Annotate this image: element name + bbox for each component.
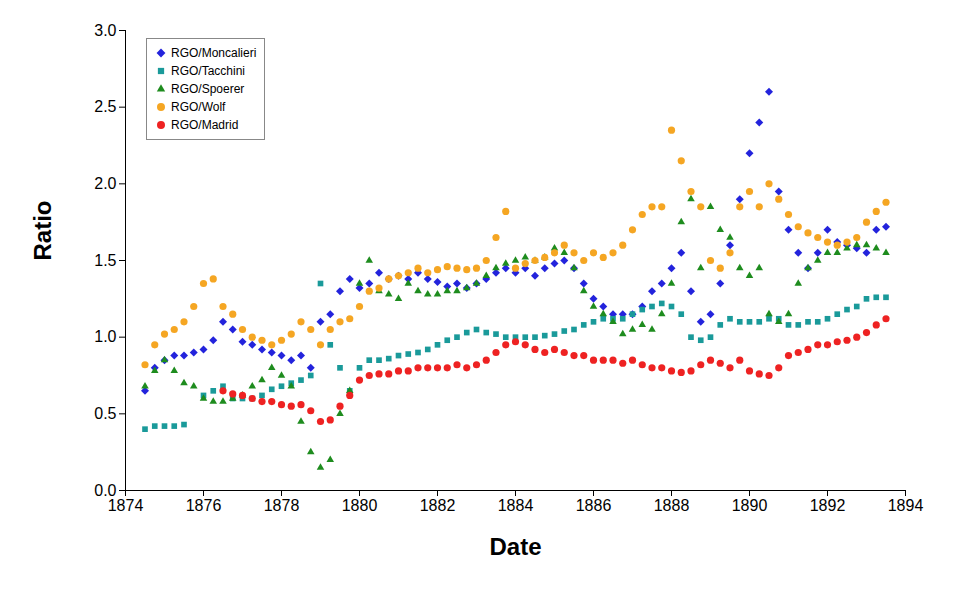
svg-text:1886: 1886 [576, 497, 612, 514]
svg-text:1894: 1894 [888, 497, 924, 514]
svg-text:1.5: 1.5 [94, 252, 116, 269]
html-text:RGO/Wolf: RGO/Wolf [171, 100, 226, 114]
html-text:RGO/Spoerer: RGO/Spoerer [171, 82, 245, 96]
svg-text:1878: 1878 [264, 497, 300, 514]
svg-text:1890: 1890 [732, 497, 768, 514]
svg-text:1892: 1892 [810, 497, 846, 514]
svg-text:1884: 1884 [498, 497, 534, 514]
svg-text:1880: 1880 [342, 497, 378, 514]
svg-text:1876: 1876 [186, 497, 222, 514]
svg-text:2.5: 2.5 [94, 98, 116, 115]
svg-text:3.0: 3.0 [94, 22, 116, 39]
svg-text:0.0: 0.0 [94, 481, 117, 499]
svg-text:1874: 1874 [108, 497, 144, 514]
svg-text:1882: 1882 [420, 497, 456, 514]
svg-text:Ratio: Ratio [29, 201, 56, 261]
html-text:RGO/Madrid: RGO/Madrid [171, 118, 239, 132]
svg-text:Date: Date [489, 533, 541, 560]
svg-text:1888: 1888 [654, 497, 690, 514]
html-text:RGO/Tacchini: RGO/Tacchini [171, 64, 245, 78]
html-text:RGO/Moncalieri: RGO/Moncalieri [171, 46, 257, 60]
svg-text:1.0: 1.0 [94, 328, 116, 345]
svg-text:0.5: 0.5 [94, 405, 116, 422]
svg-text:2.0: 2.0 [94, 175, 116, 192]
